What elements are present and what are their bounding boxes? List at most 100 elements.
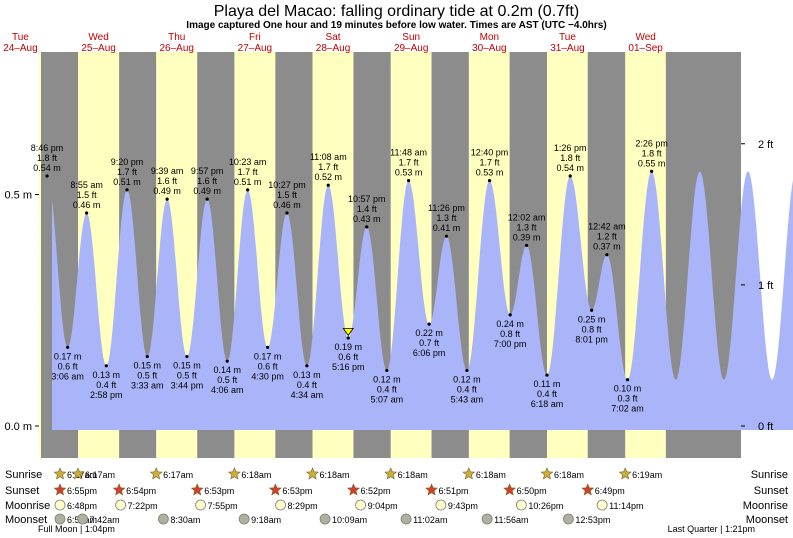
high-tide-label: 11:08 am1.7 ft0.52 m — [310, 152, 347, 187]
high-tide-label: 12:02 am1.3 ft0.39 m — [508, 212, 545, 248]
low-tide-label: 0.19 m0.6 ft5:16 pm — [332, 336, 365, 372]
moonrise-icon — [115, 499, 127, 511]
tide-point — [246, 188, 250, 192]
day-name: Tue — [12, 32, 29, 43]
tide-label-text: 0.46 m — [73, 200, 101, 210]
axes: 0.0 m 0.5 m 0 ft 1 ft 2 ft — [4, 139, 773, 433]
tide-point — [605, 253, 609, 257]
moonrise-icon — [195, 499, 206, 511]
sunrise-icon — [53, 467, 67, 480]
day-name: Wed — [88, 32, 108, 43]
sunrise-icon — [71, 467, 85, 480]
tide-point — [385, 368, 389, 373]
tide-point — [365, 225, 369, 229]
sunset-icon — [53, 483, 67, 496]
moonset-icon — [400, 513, 412, 525]
day-date: 26–Aug — [159, 43, 193, 54]
tide-label-text: 0.4 ft — [537, 389, 558, 399]
moonset-icon — [157, 513, 169, 525]
tide-label-text: 0.49 m — [153, 186, 181, 196]
low-tide-label: 0.17 m0.6 ft4:30 pm — [251, 345, 284, 381]
tide-point — [305, 364, 309, 368]
moonset-time: 11:02am — [413, 515, 447, 525]
tide-area — [52, 171, 793, 430]
day-date: 24–Aug — [3, 43, 37, 54]
tide-label-text: 9:39 am — [151, 166, 184, 176]
tide-label-text: 1.7 ft — [117, 167, 138, 177]
tide-label-text: 1.5 ft — [77, 190, 98, 200]
sunrise-time: 6:18am — [554, 470, 584, 480]
tide-label-text: 0.5 ft — [217, 375, 238, 385]
tide-label-text: 5:43 am — [451, 394, 484, 404]
moonrise-row-label-right: Moonrise — [743, 500, 788, 512]
sunset-icon — [190, 483, 204, 496]
day-name: Tue — [559, 32, 576, 43]
tide-label-text: 12:40 pm — [471, 148, 509, 158]
tide-point — [285, 211, 289, 215]
moonset-icon — [563, 513, 574, 525]
tide-label-text: 0.43 m — [353, 214, 381, 224]
tide-point — [427, 322, 431, 326]
tide-label-text: 1.7 ft — [318, 162, 339, 172]
tide-label-text: 1.8 ft — [560, 153, 581, 163]
moonset-time: 11:56am — [494, 515, 528, 525]
right-tick-label: 0 ft — [758, 421, 773, 433]
tide-point — [66, 345, 70, 349]
tide-point — [444, 234, 449, 238]
low-tide-label: 0.10 m0.3 ft7:02 am — [611, 378, 644, 414]
sunrise-time: 6:18am — [398, 470, 428, 480]
moon-phase-label: Last Quarter | 1:21pm — [668, 524, 755, 534]
tide-point — [225, 359, 229, 363]
sunset-time: 6:55pm — [67, 486, 97, 496]
sunset-icon — [581, 483, 595, 496]
tide-label-text: 1.2 ft — [597, 232, 618, 242]
sunrise-icon — [540, 467, 554, 480]
tide-label-text: 4:34 am — [291, 390, 324, 400]
high-tide-label: 1:26 pm1.8 ft0.54 m — [554, 143, 586, 178]
right-tick-label: 2 ft — [758, 139, 773, 151]
tide-label-text: 0.6 ft — [338, 352, 359, 362]
tide-label-text: 0.8 ft — [582, 324, 603, 334]
tide-label-text: 1.6 ft — [197, 176, 218, 186]
tide-label-text: 1.6 ft — [157, 176, 178, 186]
low-tide-label: 0.12 m0.4 ft5:43 am — [451, 368, 484, 404]
tide-label-text: 1.8 ft — [37, 153, 58, 163]
moonrise-time: 7:55pm — [208, 501, 238, 511]
moonrise-time: 10:26pm — [528, 501, 563, 511]
tide-label-text: 0.54 m — [33, 163, 61, 173]
tide-label-text: 0.14 m — [213, 365, 241, 375]
sunrise-time: 6:18am — [476, 470, 506, 480]
sunset-icon — [268, 483, 282, 496]
moonrise-time: 7:22pm — [128, 501, 158, 511]
day-name: Sun — [402, 32, 420, 43]
moonset-time: 9:18am — [251, 515, 281, 525]
low-tide-label: 0.14 m0.5 ft4:06 am — [211, 359, 243, 395]
tide-point — [265, 345, 270, 349]
tide-label-text: 0.17 m — [54, 351, 82, 361]
tide-label-text: 1.7 ft — [399, 158, 420, 168]
day-name: Thu — [168, 32, 185, 43]
sunset-time: 6:53pm — [204, 486, 234, 496]
tide-label-text: 5:07 am — [371, 394, 404, 404]
sunset-time: 6:52pm — [360, 486, 390, 496]
high-tide-label: 11:26 pm1.3 ft0.41 m — [428, 203, 465, 238]
moonset-time: 12:53pm — [575, 515, 610, 525]
moonset-time: 7:42am — [90, 515, 120, 525]
tide-point — [326, 183, 330, 187]
tide-label-text: 0.13 m — [293, 370, 321, 380]
tide-label-text: 0.53 m — [476, 168, 504, 178]
tide-label-text: 0.55 m — [638, 158, 666, 168]
tide-label-text: 12:42 am — [588, 222, 626, 232]
tide-label-text: 1.7 ft — [480, 158, 501, 168]
sunset-icon — [346, 483, 360, 496]
day-date: 25–Aug — [81, 43, 115, 54]
left-tick-label: 0.5 m — [4, 190, 32, 202]
tide-label-text: 0.51 m — [234, 177, 262, 187]
chart-subtitle: Image captured One hour and 19 minutes b… — [186, 20, 606, 31]
left-tick-label: 0.0 m — [4, 421, 32, 433]
tide-label-text: 7:00 pm — [494, 339, 527, 349]
low-tide-label: 0.13 m0.4 ft2:58 pm — [90, 364, 123, 400]
sunrise-icon — [306, 467, 319, 480]
tide-point — [45, 174, 49, 178]
moonset-row-label: Moonset — [5, 514, 47, 526]
